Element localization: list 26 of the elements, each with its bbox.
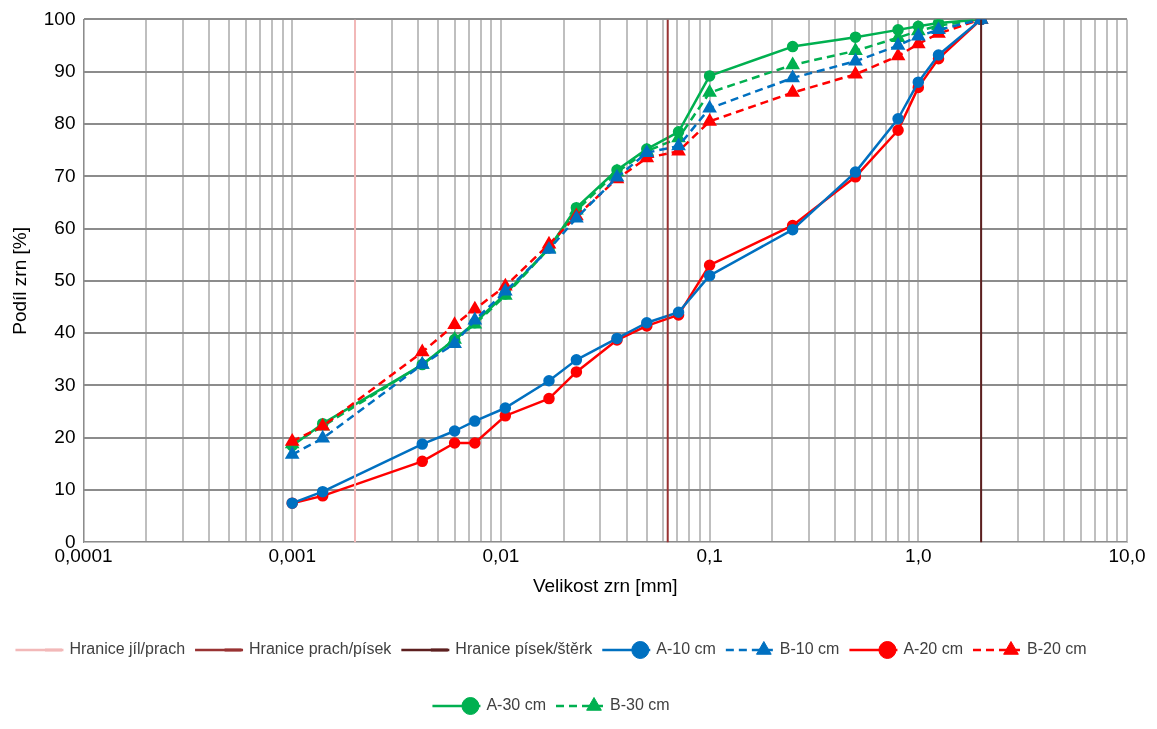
legend-label: B-10 cm: [779, 640, 840, 658]
legend-label: A-10 cm: [656, 640, 716, 658]
x-tick-label: 0,1: [696, 545, 723, 567]
y-tick-label: 80: [54, 112, 76, 134]
y-tick-label: 40: [54, 321, 76, 343]
y-tick-label: 10: [54, 478, 76, 500]
y-tick-label: 20: [54, 426, 76, 448]
x-tick-label: 0,001: [268, 545, 316, 567]
legend-label: Hranice písek/štěrk: [455, 640, 594, 658]
x-tick-label: 0,01: [482, 545, 520, 567]
x-tick-label: 1,0: [905, 545, 932, 567]
y-tick-label: 30: [54, 373, 76, 395]
y-axis-title: Podíl zrn [%]: [8, 227, 30, 335]
legend-label: B-20 cm: [1026, 640, 1087, 658]
x-tick-label: 10,0: [1108, 545, 1146, 567]
legend-label: Hranice prach/písek: [249, 640, 393, 658]
legend-label: B-30 cm: [610, 696, 670, 714]
legend-label: A-30 cm: [486, 696, 547, 714]
legend-label: A-20 cm: [903, 640, 963, 658]
y-tick-label: 90: [54, 59, 76, 81]
y-tick-label: 60: [54, 216, 76, 238]
y-tick-label: 70: [54, 164, 76, 186]
y-tick-label: 50: [54, 269, 76, 291]
y-tick-label: 100: [43, 7, 76, 29]
x-axis-title: Velikost zrn [mm]: [532, 574, 678, 596]
legend-label: Hranice jíl/prach: [69, 640, 186, 658]
